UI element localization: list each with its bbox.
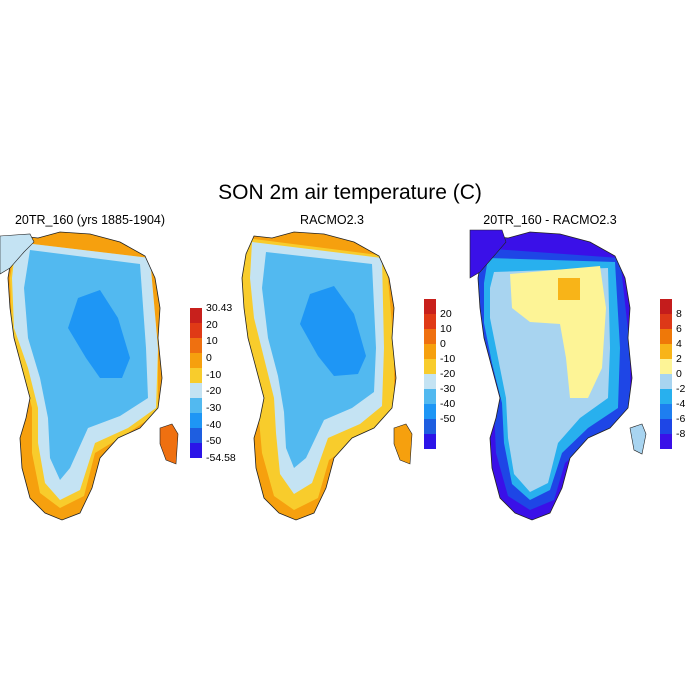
colorbar-swatch bbox=[190, 398, 202, 413]
colorbar-label: 2 bbox=[676, 353, 682, 365]
colorbar-swatch bbox=[424, 359, 436, 374]
colorbar-swatch bbox=[660, 314, 672, 329]
map-panel-difference bbox=[469, 229, 647, 521]
colorbar-swatch bbox=[190, 368, 202, 383]
colorbar-swatch bbox=[424, 299, 436, 314]
colorbar-label: -50 bbox=[206, 435, 222, 448]
colorbar-label: 30.43 bbox=[206, 302, 233, 314]
colorbar-swatch bbox=[660, 344, 672, 359]
colorbar-label: -2 bbox=[676, 383, 686, 395]
colorbar-swatch bbox=[660, 329, 672, 344]
colorbar-label: -20 bbox=[206, 385, 222, 398]
colorbar-swatch bbox=[660, 359, 672, 374]
colorbar-swatch bbox=[660, 404, 672, 419]
panel-title-model: 20TR_160 (yrs 1885-1904) bbox=[14, 213, 166, 227]
colorbar-swatch bbox=[190, 338, 202, 353]
colorbar-label: 20 bbox=[440, 308, 452, 320]
colorbar-label: -6 bbox=[676, 413, 686, 425]
colorbar-swatch bbox=[424, 389, 436, 404]
colorbar-swatch bbox=[190, 383, 202, 398]
colorbar-swatch bbox=[424, 404, 436, 419]
colorbar-swatch bbox=[424, 344, 436, 359]
colorbar-label: -50 bbox=[440, 413, 456, 425]
colorbar-swatch bbox=[424, 434, 436, 449]
colorbar-swatch bbox=[424, 374, 436, 389]
colorbar-label: -8 bbox=[676, 428, 686, 440]
colorbar-swatch bbox=[424, 329, 436, 344]
colorbar-label: -20 bbox=[440, 368, 456, 380]
colorbar-label: -10 bbox=[440, 353, 456, 365]
colorbar-label: -40 bbox=[206, 418, 222, 431]
colorbar-label: 20 bbox=[206, 318, 218, 331]
colorbar-label: 10 bbox=[206, 335, 218, 348]
colorbar-label: -10 bbox=[206, 368, 222, 381]
colorbar-label: -30 bbox=[440, 383, 456, 395]
colorbar-swatch bbox=[190, 443, 202, 458]
colorbar-label: 0 bbox=[676, 368, 682, 380]
colorbar-swatch bbox=[660, 374, 672, 389]
colorbar-label: -40 bbox=[440, 398, 456, 410]
colorbar-label: -4 bbox=[676, 398, 686, 410]
colorbar-label: 6 bbox=[676, 323, 682, 335]
colorbar-swatch bbox=[660, 389, 672, 404]
colorbar-label: 4 bbox=[676, 338, 682, 350]
colorbar-swatch bbox=[424, 314, 436, 329]
colorbar-label: 10 bbox=[440, 323, 452, 335]
colorbar-swatch bbox=[190, 308, 202, 323]
colorbar-swatch bbox=[660, 434, 672, 449]
colorbar-swatch bbox=[660, 299, 672, 314]
map-panel-model bbox=[0, 231, 179, 521]
colorbar-label: -30 bbox=[206, 402, 222, 414]
colorbar-label: 0 bbox=[440, 338, 446, 350]
colorbar-label: 8 bbox=[676, 308, 682, 320]
figure-title: SON 2m air temperature (C) bbox=[218, 181, 482, 204]
map-panel-racmo bbox=[241, 231, 413, 521]
colorbar-swatch bbox=[424, 419, 436, 434]
colorbar-label: -54.58 bbox=[206, 452, 236, 464]
colorbar-swatch bbox=[190, 353, 202, 368]
panel-title-racmo: RACMO2.3 bbox=[300, 213, 364, 227]
colorbar-swatch bbox=[190, 323, 202, 338]
colorbar-swatch bbox=[190, 413, 202, 428]
colorbar-label: 0 bbox=[206, 352, 212, 364]
panel-title-difference: 20TR_160 - RACMO2.3 bbox=[483, 213, 617, 227]
colorbar-swatch bbox=[660, 419, 672, 434]
colorbar-swatch bbox=[190, 428, 202, 443]
